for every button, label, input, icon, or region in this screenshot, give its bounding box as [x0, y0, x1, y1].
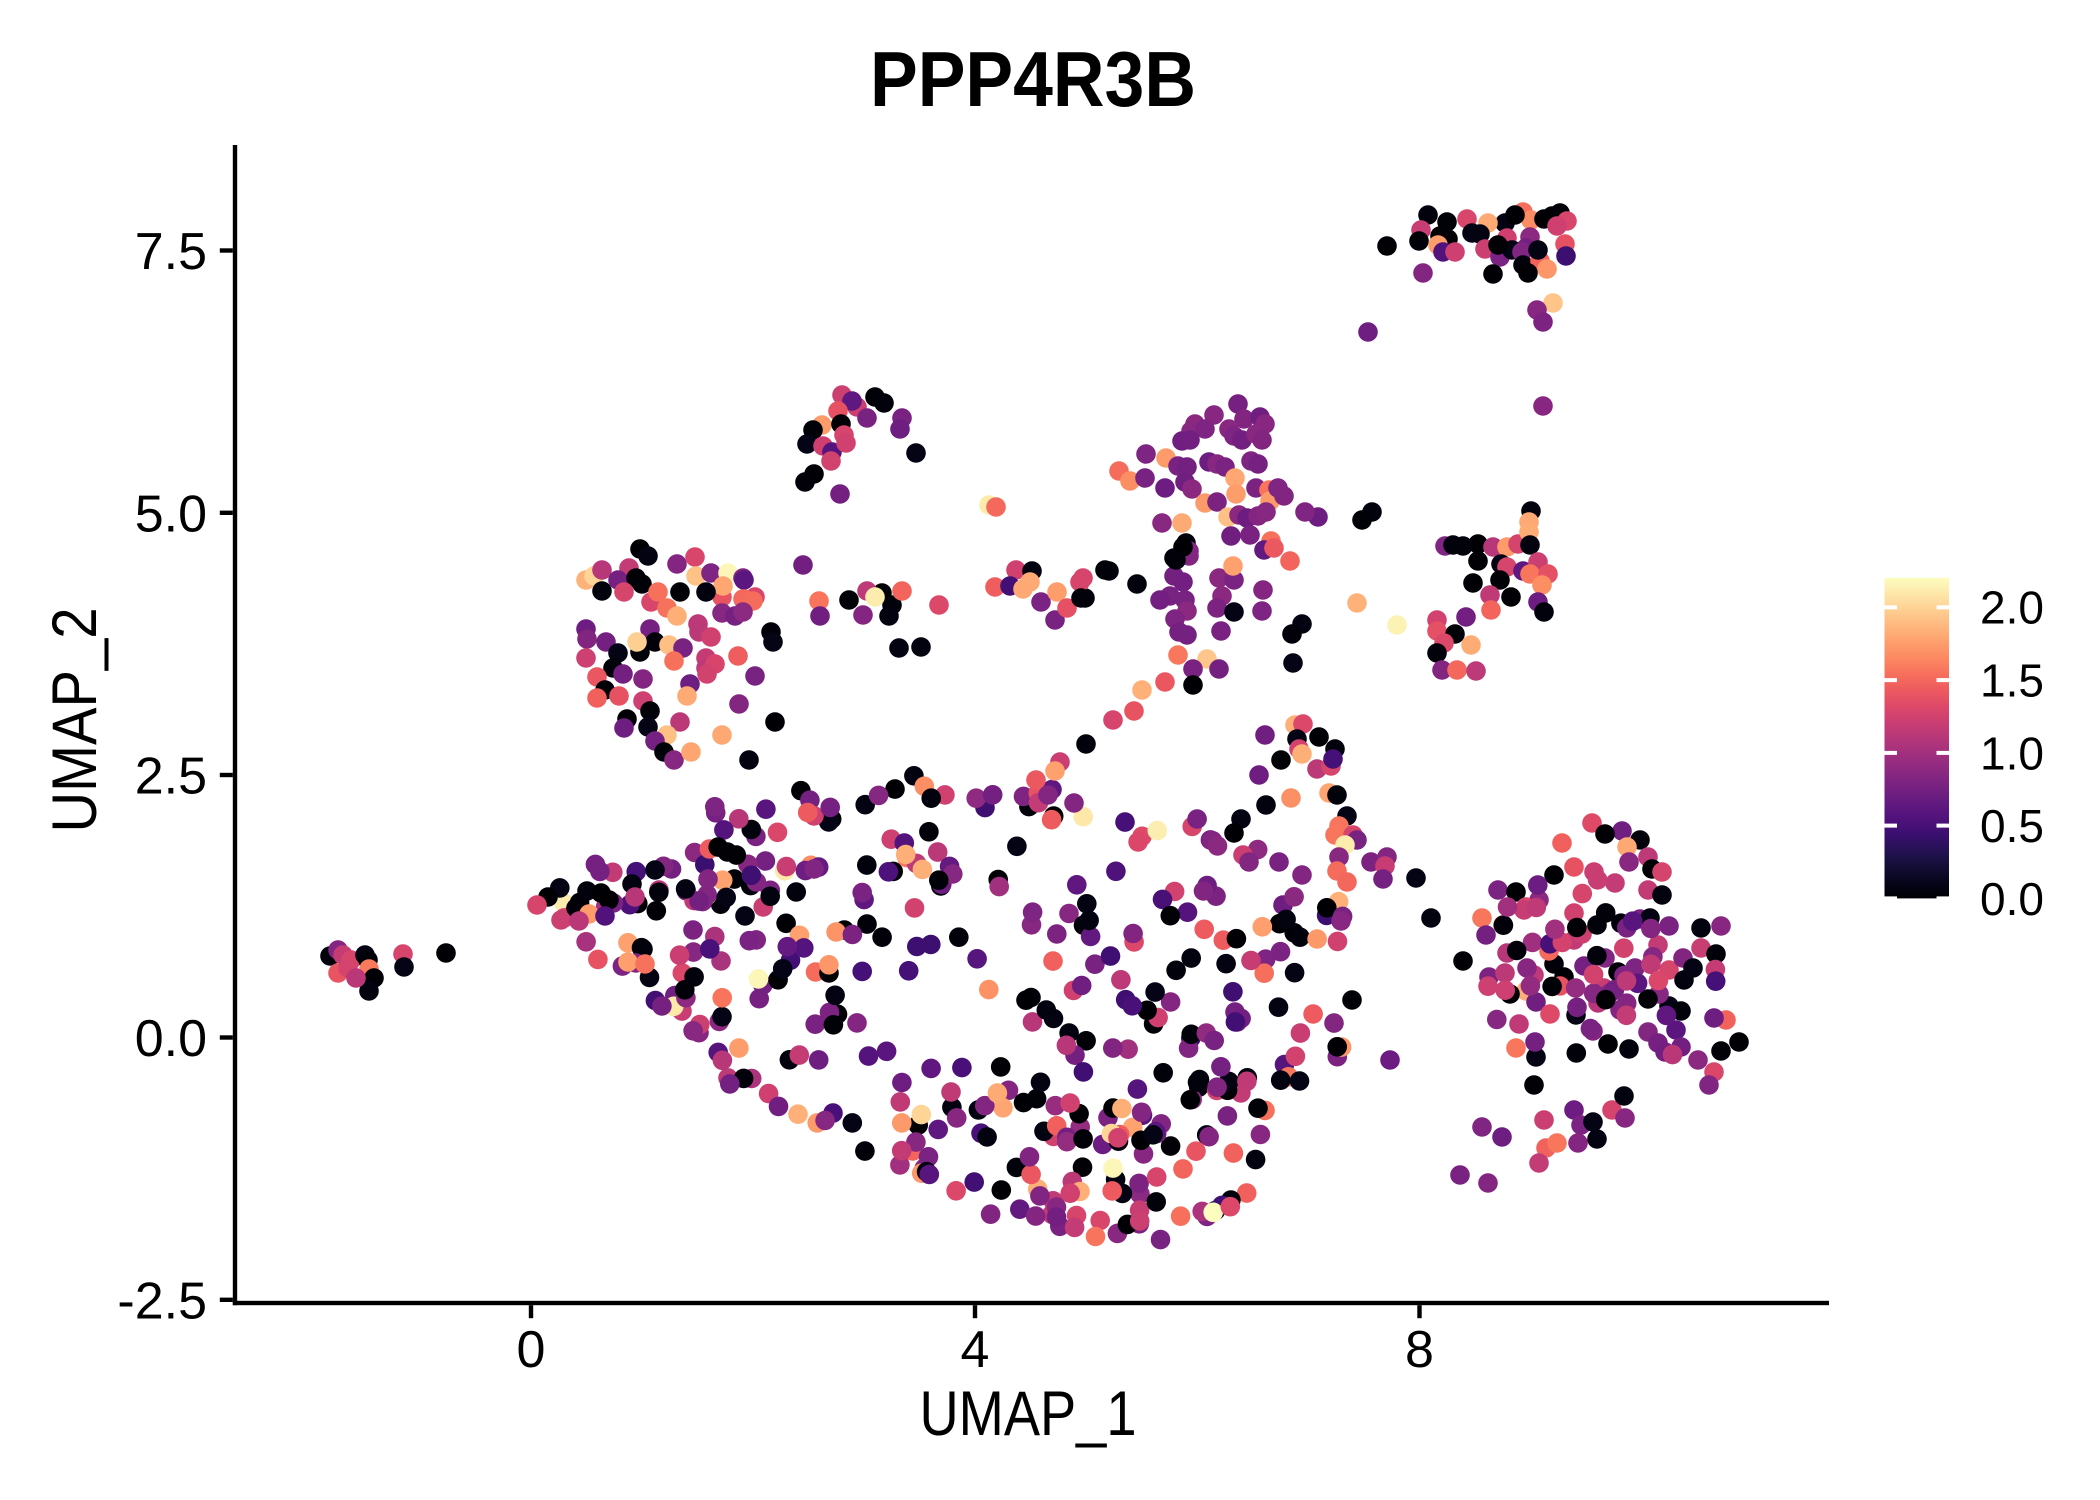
- svg-text:UMAP_2: UMAP_2: [40, 608, 110, 833]
- svg-text:2.5: 2.5: [135, 748, 207, 806]
- svg-text:0.5: 0.5: [1980, 800, 2044, 852]
- svg-text:1.5: 1.5: [1980, 655, 2044, 707]
- svg-text:UMAP_1: UMAP_1: [920, 1379, 1137, 1449]
- svg-text:PPP4R3B: PPP4R3B: [870, 35, 1196, 123]
- svg-text:5.0: 5.0: [135, 485, 207, 543]
- svg-text:0: 0: [517, 1321, 546, 1379]
- svg-text:2.0: 2.0: [1980, 582, 2044, 634]
- svg-text:-2.5: -2.5: [117, 1272, 207, 1330]
- svg-text:8: 8: [1405, 1321, 1434, 1379]
- svg-text:1.0: 1.0: [1980, 727, 2044, 779]
- svg-text:0.0: 0.0: [1980, 873, 2044, 925]
- svg-text:7.5: 7.5: [135, 223, 207, 281]
- svg-text:0.0: 0.0: [135, 1010, 207, 1068]
- svg-text:4: 4: [961, 1321, 990, 1379]
